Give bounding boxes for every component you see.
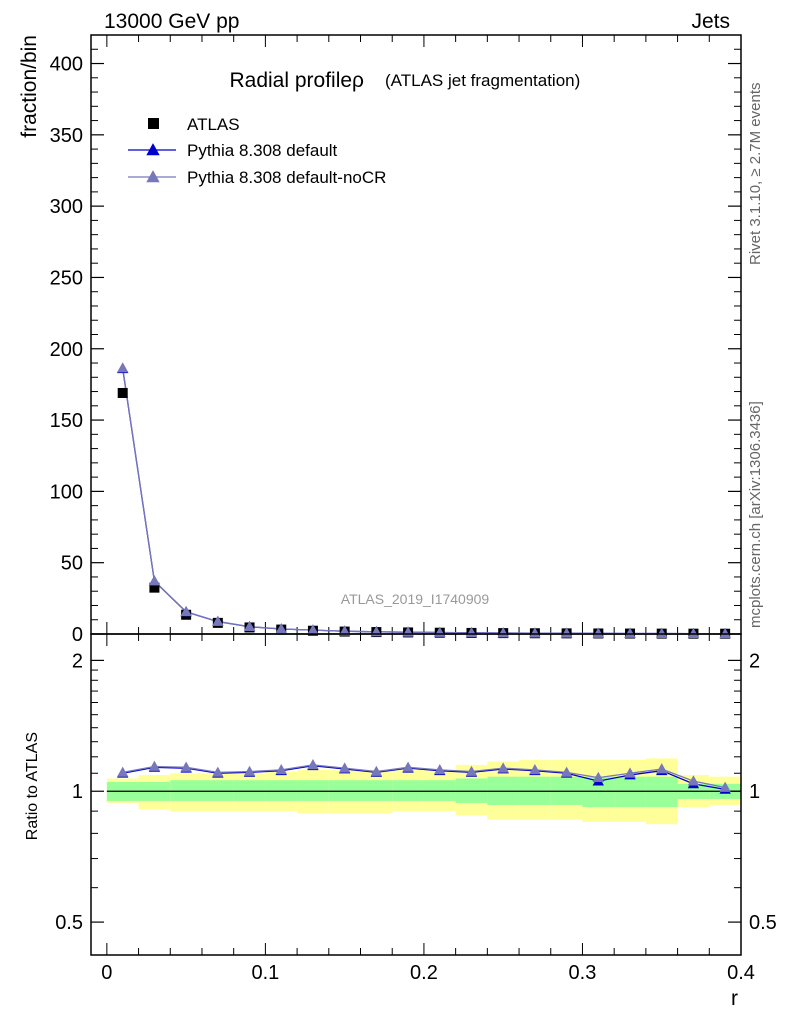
- ratio-y-tick-label-left: 0.5: [55, 912, 83, 934]
- analysis-watermark: ATLAS_2019_I1740909: [341, 591, 490, 607]
- ratio-point-nocr: [402, 761, 414, 772]
- legend-atlas-marker: [148, 118, 159, 129]
- x-tick-label: 0.3: [569, 962, 597, 984]
- ratio-point-nocr: [148, 760, 161, 771]
- data-point-nocr: [243, 620, 256, 632]
- x-axis-label: r: [731, 987, 738, 1010]
- y-tick-label: 0: [72, 624, 83, 646]
- data-point-atlas: [149, 582, 160, 593]
- ratio-point-nocr: [370, 765, 383, 776]
- header-left-label: 13000 GeV pp: [104, 10, 239, 33]
- ratio-point-nocr: [180, 761, 192, 772]
- ratio-point-nocr: [497, 762, 509, 773]
- ratio-nocr-line: [122, 764, 726, 789]
- legend-atlas-label: ATLAS: [187, 115, 240, 134]
- y-tick-label: 350: [50, 125, 83, 147]
- data-point-nocr: [656, 627, 668, 638]
- legend-nocr-marker: [146, 170, 160, 183]
- top-panel: 0 50 100 150 200 250 300 350 400 fraction/bin Radi…: [18, 34, 742, 646]
- ratio-default-line: [122, 765, 726, 790]
- ratio-point-nocr: [687, 775, 700, 786]
- data-point-nocr: [719, 627, 731, 639]
- data-point-nocr: [687, 627, 700, 639]
- ratio-y-tick-label-right: 1: [749, 781, 760, 803]
- data-point-nocr: [148, 575, 161, 586]
- data-point-atlas: [117, 387, 128, 398]
- ratio-point-nocr: [529, 764, 541, 775]
- chart-title: Radial profileρ: [229, 69, 364, 92]
- ratio-frame: [90, 633, 742, 956]
- ratio-point-nocr: [243, 765, 256, 776]
- legend-default-label: Pythia 8.308 default: [187, 141, 338, 160]
- uncertainty-band-stat: [265, 780, 298, 801]
- x-tick-label: 0.4: [727, 962, 755, 984]
- ratio-y-tick-label-left: 1: [72, 781, 83, 803]
- y-tick-label: 100: [50, 481, 83, 503]
- data-point-nocr: [212, 615, 224, 626]
- ratio-y-tick-label-right: 2: [749, 650, 760, 672]
- ratio-point-nocr: [434, 764, 446, 775]
- header-right-label: Jets: [691, 10, 730, 33]
- x-tick-label: 0.2: [410, 962, 438, 984]
- data-point-nocr: [624, 627, 636, 638]
- uncertainty-band-stat: [360, 780, 393, 801]
- y-tick-label: 200: [50, 339, 83, 361]
- data-point-nocr: [529, 627, 541, 638]
- data-point-nocr: [560, 627, 573, 638]
- ratio-y-tick-label-left: 2: [72, 650, 83, 672]
- x-tick-label: 0.1: [251, 962, 279, 984]
- uncertainty-band-stat: [233, 780, 266, 801]
- data-point-nocr: [338, 625, 351, 636]
- chart-subtitle: (ATLAS jet fragmentation): [385, 71, 580, 90]
- ratio-point-nocr: [275, 764, 287, 775]
- uncertainty-band-stat: [201, 780, 234, 801]
- ratio-point-nocr: [592, 771, 604, 782]
- y-tick-label: 150: [50, 410, 83, 432]
- ratio-axis-label: Ratio to ATLAS: [24, 732, 41, 840]
- rivet-version-label: Rivet 3.1.10, ≥ 2.7M events: [747, 83, 764, 266]
- data-point-nocr: [180, 605, 192, 617]
- y-tick-label: 300: [50, 196, 83, 218]
- legend-default-marker: [146, 143, 160, 156]
- uncertainty-band-stat: [297, 780, 329, 801]
- data-point-nocr: [275, 623, 287, 634]
- x-tick-label: 0: [101, 962, 112, 984]
- legend-nocr-label: Pythia 8.308 default-noCR: [187, 168, 386, 187]
- ratio-point-nocr: [212, 766, 224, 777]
- uncertainty-band-stat: [328, 780, 361, 801]
- ratio-point-nocr: [560, 766, 573, 777]
- y-tick-label: 400: [50, 54, 83, 76]
- source-label: mcplots.cern.ch [arXiv:1306.3436]: [747, 401, 764, 628]
- uncertainty-band-stat: [423, 780, 456, 801]
- data-point-nocr: [117, 362, 129, 373]
- ratio-y-tick-label-right: 0.5: [749, 912, 777, 934]
- ratio-point-nocr: [656, 763, 668, 774]
- uncertainty-band-stat: [170, 780, 202, 801]
- ratio-point-nocr: [719, 781, 731, 792]
- ratio-point-nocr: [338, 762, 351, 773]
- y-axis-label: fraction/bin: [18, 35, 41, 138]
- ratio-panel: 0.5 0.5 1 1 2 2 0 0.1 0.2 0.3 0.4 r Ratio to ATLAS: [24, 633, 777, 1010]
- uncertainty-band-stat: [392, 780, 424, 801]
- ratio-point-nocr: [307, 759, 319, 770]
- data-point-nocr: [592, 627, 604, 638]
- y-tick-label: 50: [61, 553, 83, 575]
- ratio-point-nocr: [465, 765, 478, 776]
- ratio-point-nocr: [624, 767, 636, 778]
- ratio-point-nocr: [117, 766, 129, 777]
- y-tick-label: 250: [50, 267, 83, 289]
